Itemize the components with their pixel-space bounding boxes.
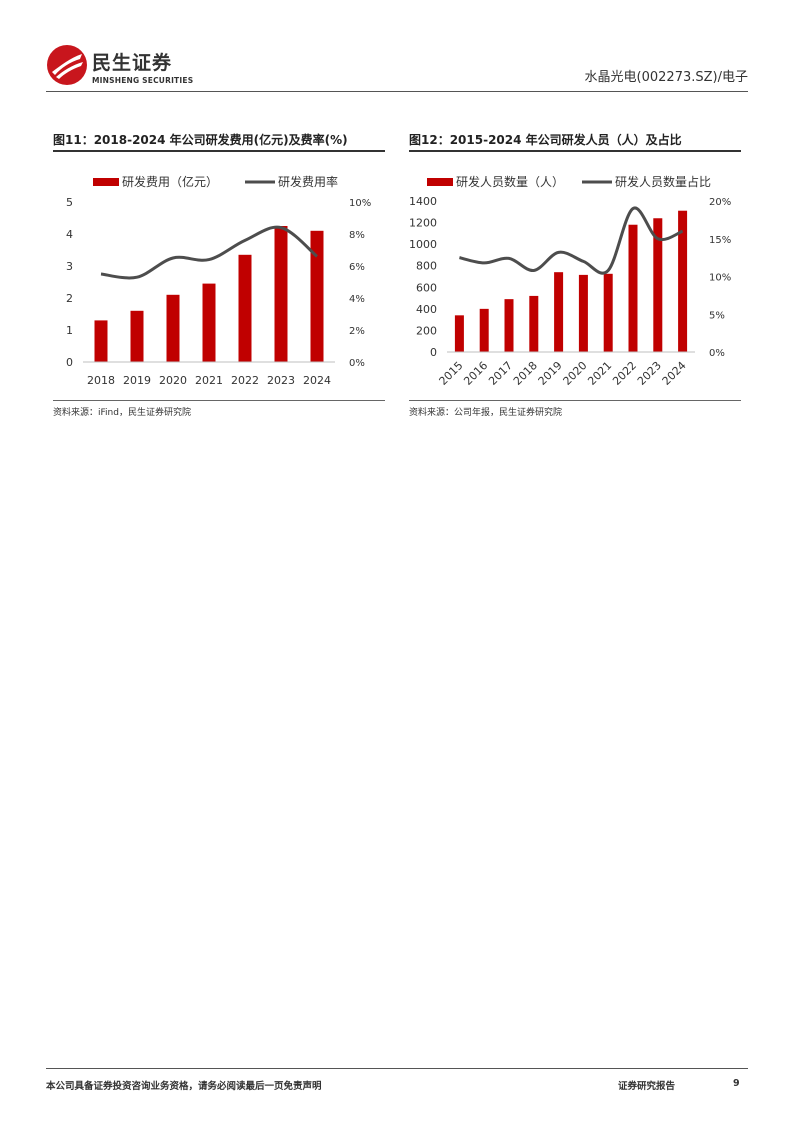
bar (653, 218, 663, 352)
x-tick-label: 2023 (267, 374, 295, 387)
bar (603, 273, 613, 352)
x-tick-label: 2018 (87, 374, 115, 387)
footer-report-type: 证券研究报告 (618, 1081, 676, 1092)
y-right-tick-label: 15% (709, 235, 731, 246)
figure-12-title: 图12：2015-2024 年公司研发人员（人）及占比 (409, 133, 682, 147)
x-tick-label: 2015 (437, 359, 466, 388)
minsheng-logo: 民生证券 MINSHENG SECURITIES (46, 44, 196, 88)
bar (202, 283, 216, 362)
x-tick-label: 2024 (660, 359, 689, 388)
chart-legend: 研发人员数量（人） 研发人员数量占比 (427, 174, 711, 189)
legend-bar-label: 研发人员数量（人） (456, 174, 564, 189)
x-tick-label: 2022 (610, 359, 639, 388)
y-left-tick-label: 800 (416, 260, 437, 273)
figure-11-top-rule (53, 150, 385, 152)
y-right-tick-label: 10% (349, 198, 371, 209)
bar (504, 299, 514, 352)
chart-legend: 研发费用（亿元） 研发费用率 (93, 174, 338, 189)
page-header: 民生证券 MINSHENG SECURITIES 水晶光电(002273.SZ)… (46, 38, 748, 94)
legend-bar-swatch (93, 178, 119, 186)
y-right-tick-label: 20% (709, 197, 731, 208)
x-tick-label: 2019 (123, 374, 151, 387)
header-divider (46, 91, 748, 92)
y-left-tick-label: 1 (66, 324, 73, 337)
y-right-tick-label: 5% (709, 310, 725, 321)
x-tick-label: 2016 (461, 359, 490, 388)
y-right-tick-label: 8% (349, 230, 365, 241)
bar (166, 294, 180, 362)
legend-bar-swatch (427, 178, 453, 186)
bar (628, 224, 638, 352)
y-right-tick-label: 10% (709, 273, 731, 284)
y-right-tick-label: 0% (709, 348, 725, 359)
x-tick-label: 2020 (159, 374, 187, 387)
footer-disclaimer: 本公司具备证券投资咨询业务资格，请务必阅读最后一页免责声明 (46, 1081, 322, 1092)
legend-bar-label: 研发费用（亿元） (122, 174, 218, 189)
legend-line-label: 研发人员数量占比 (615, 174, 711, 189)
y-left-tick-label: 1200 (409, 217, 437, 230)
x-tick-label: 2017 (486, 359, 515, 388)
y-left-tick-label: 3 (66, 260, 73, 273)
y-left-tick-label: 2 (66, 292, 73, 305)
bar (554, 272, 564, 352)
x-tick-label: 2021 (195, 374, 223, 387)
figure-12-top-rule (409, 150, 741, 152)
x-tick-label: 2019 (536, 359, 565, 388)
y-left-tick-label: 0 (66, 356, 73, 369)
figure-12-source: 资料来源：公司年报，民生证券研究院 (409, 408, 563, 418)
x-tick-label: 2021 (585, 359, 614, 388)
series-line (459, 206, 684, 275)
bar (238, 254, 252, 362)
bar (274, 226, 288, 362)
figure-12: 图12：2015-2024 年公司研发人员（人）及占比 研发人员数量（人） 研发人… (409, 130, 741, 418)
bar (678, 210, 688, 352)
y-left-tick-label: 1000 (409, 238, 437, 251)
y-right-tick-label: 2% (349, 326, 365, 337)
y-right-tick-label: 6% (349, 262, 365, 273)
series-line (100, 225, 318, 280)
minsheng-logo-icon (47, 45, 87, 85)
y-right-tick-label: 0% (349, 358, 365, 369)
bar (94, 320, 108, 362)
y-left-tick-label: 1400 (409, 195, 437, 208)
y-left-tick-label: 0 (430, 346, 437, 359)
bar (529, 295, 539, 352)
bar (454, 315, 464, 352)
figure-11: 图11：2018-2024 年公司研发费用(亿元)及费率(%) 研发费用（亿元）… (53, 130, 385, 418)
bar (130, 310, 144, 362)
x-tick-label: 2022 (231, 374, 259, 387)
figure-12-chart: 研发人员数量（人） 研发人员数量占比 0 200 400 600 800 1000 1200 14… (409, 174, 731, 388)
x-tick-label: 2020 (561, 359, 590, 388)
x-tick-label: 2023 (635, 359, 664, 388)
y-left-tick-label: 200 (416, 324, 437, 337)
figure-11-source: 资料来源：iFind，民生证券研究院 (53, 408, 191, 418)
y-left-tick-label: 600 (416, 281, 437, 294)
logo-text-cn: 民生证券 (92, 52, 173, 74)
y-left-tick-label: 5 (66, 196, 73, 209)
bar (479, 308, 489, 352)
y-left-tick-label: 4 (66, 228, 73, 241)
logo-text-en: MINSHENG SECURITIES (92, 76, 194, 85)
figure-12-bottom-rule (409, 400, 741, 401)
page-number: 9 (733, 1078, 740, 1089)
footer-divider (46, 1068, 748, 1069)
legend-line-label: 研发费用率 (278, 174, 338, 189)
bar (310, 230, 324, 362)
y-left-tick-label: 400 (416, 303, 437, 316)
y-right-tick-label: 4% (349, 294, 365, 305)
x-tick-label: 2018 (511, 359, 540, 388)
bar (578, 274, 588, 352)
report-stock-title: 水晶光电(002273.SZ)/电子 (584, 70, 748, 85)
figure-11-title: 图11：2018-2024 年公司研发费用(亿元)及费率(%) (53, 133, 348, 147)
x-tick-label: 2024 (303, 374, 331, 387)
figure-11-chart: 研发费用（亿元） 研发费用率 0 1 2 3 4 5 0% 2% 4% 6% 8% 10% 2018 2019… (66, 174, 371, 387)
figure-11-bottom-rule (53, 400, 385, 401)
